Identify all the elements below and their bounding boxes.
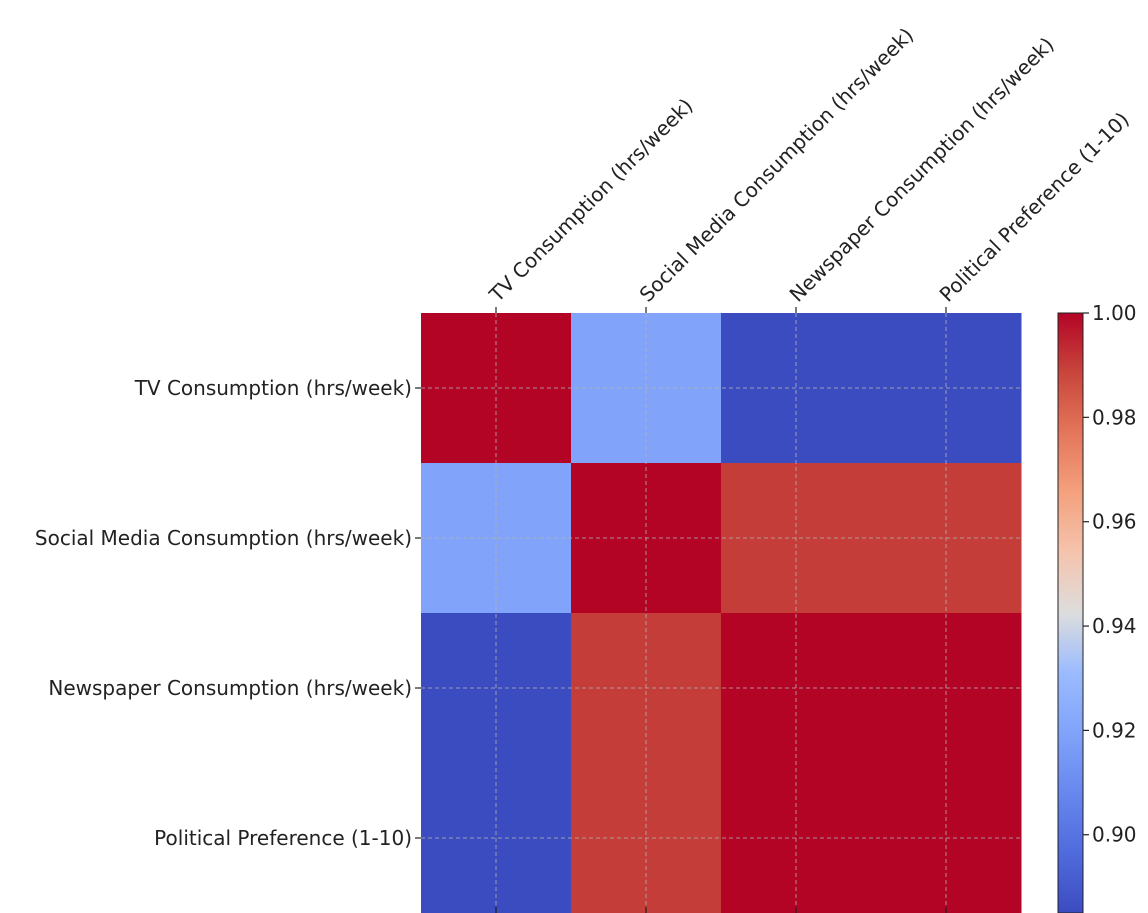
y-tick-label: Political Preference (1-10) (154, 826, 412, 850)
heatmap-cell (421, 313, 572, 464)
colorbar-tick-label: 0.92 (1092, 718, 1137, 742)
colorbar-strip (1057, 312, 1084, 913)
y-tick-label: TV Consumption (hrs/week) (134, 376, 412, 400)
colorbar-tick-label: 0.94 (1092, 614, 1137, 638)
colorbar-tick-label: 0.98 (1092, 405, 1137, 429)
heatmap-cell (721, 613, 1022, 913)
colorbar-tick-label: 0.90 (1092, 823, 1137, 847)
heatmap-grid (421, 313, 1021, 913)
heatmap-cells (421, 313, 1022, 913)
x-tick-label: Social Media Consumption (hrs/week) (635, 23, 919, 307)
y-tick-label: Social Media Consumption (hrs/week) (35, 526, 412, 550)
colorbar: 0.90 0.92 0.94 0.96 0.98 1.00 (1057, 301, 1137, 913)
y-tick-label: Newspaper Consumption (hrs/week) (48, 676, 412, 700)
colorbar-tick-label: 1.00 (1092, 301, 1137, 325)
x-tick-label: Newspaper Consumption (hrs/week) (785, 32, 1059, 306)
colorbar-tick-label: 0.96 (1092, 510, 1137, 534)
